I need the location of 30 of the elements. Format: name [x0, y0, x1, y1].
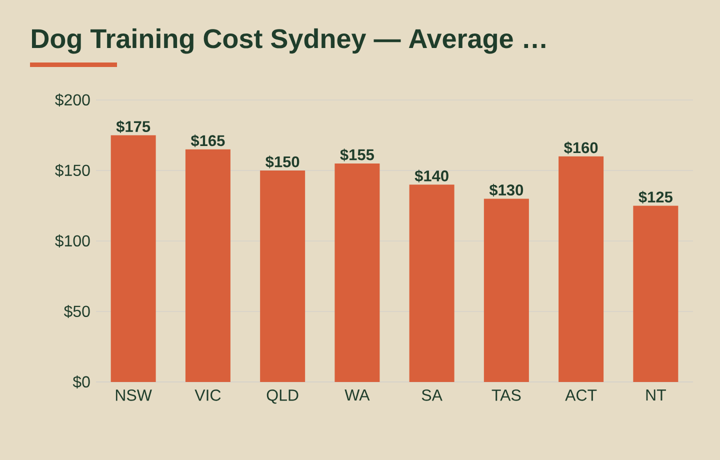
bar: [185, 149, 230, 382]
y-tick-label: $200: [55, 94, 90, 106]
x-tick-label: WA: [344, 390, 370, 401]
x-tick-label: NT: [646, 390, 666, 401]
chart-title: Dog Training Cost Sydney — Average …: [32, 28, 546, 54]
bar: [558, 156, 604, 382]
bar: [334, 163, 380, 382]
y-tick-label: $100: [55, 234, 90, 248]
y-tick-label: $50: [64, 305, 90, 318]
x-tick-label: VIC: [194, 390, 221, 401]
bar: [409, 184, 454, 382]
y-tick-label: $150: [55, 164, 90, 177]
bar: [260, 170, 306, 382]
x-tick-label: ACT: [565, 390, 597, 401]
x-tick-label: SA: [422, 390, 442, 401]
x-tick-label: TAS: [492, 390, 521, 401]
data-label: $140: [414, 170, 448, 182]
x-tick-label: QLD: [266, 390, 298, 404]
data-label: $150: [266, 156, 300, 168]
bar: [110, 135, 156, 382]
data-label: $160: [564, 142, 598, 154]
bar: [633, 206, 678, 382]
y-tick-label: $0: [72, 376, 90, 388]
x-tick-label: NSW: [116, 390, 152, 401]
bar: [484, 198, 529, 382]
data-label: $130: [489, 184, 524, 196]
data-label: $125: [638, 190, 672, 204]
data-label: $165: [190, 134, 225, 148]
data-label: $155: [340, 148, 374, 162]
data-label: $175: [116, 120, 150, 134]
